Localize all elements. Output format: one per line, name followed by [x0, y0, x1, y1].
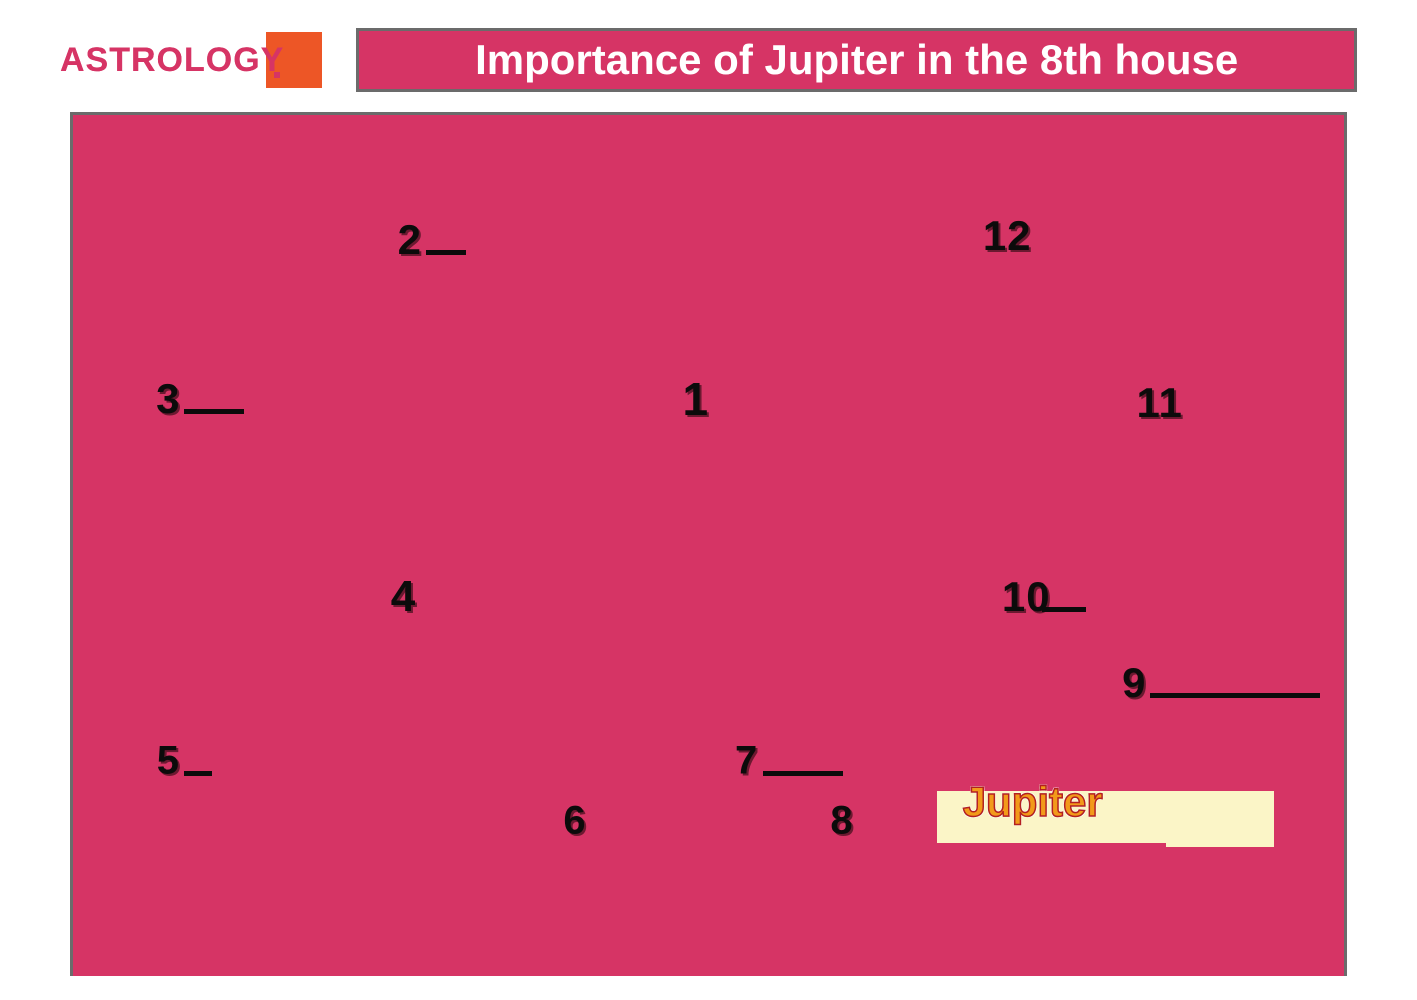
planet-halo	[1166, 821, 1274, 847]
header: ASTROLOGY Importance of Jupiter in the 8…	[60, 28, 1357, 92]
house-number-tail	[184, 771, 212, 776]
logo: ASTROLOGY	[60, 32, 322, 88]
house-number-tail	[426, 250, 466, 255]
house-number-2: 2	[398, 216, 422, 264]
chart-frame: 123456789101112Jupiter	[70, 112, 1347, 976]
house-number-1: 1	[682, 372, 709, 426]
house-number-9: 9	[1122, 659, 1146, 707]
house-number-tail	[1150, 693, 1320, 698]
vedic-chart: 123456789101112Jupiter	[73, 115, 1344, 976]
house-number-7: 7	[735, 738, 758, 783]
house-number-8: 8	[830, 799, 853, 844]
house-number-11: 11	[1137, 379, 1183, 427]
planet-label-jupiter: Jupiter	[963, 778, 1103, 826]
logo-text: ASTROLOGY	[60, 41, 284, 80]
house-number-10: 10	[1002, 573, 1051, 621]
house-number-4: 4	[391, 572, 416, 622]
house-number-12: 12	[983, 212, 1032, 260]
house-number-5: 5	[157, 738, 180, 783]
page-title: Importance of Jupiter in the 8th house	[475, 36, 1238, 84]
house-number-tail	[184, 409, 244, 414]
house-number-tail	[1042, 607, 1086, 612]
house-number-tail	[763, 771, 843, 776]
right-gutter	[1347, 112, 1417, 976]
house-number-6: 6	[563, 799, 586, 844]
house-number-3: 3	[156, 375, 180, 423]
title-bar: Importance of Jupiter in the 8th house	[356, 28, 1357, 92]
